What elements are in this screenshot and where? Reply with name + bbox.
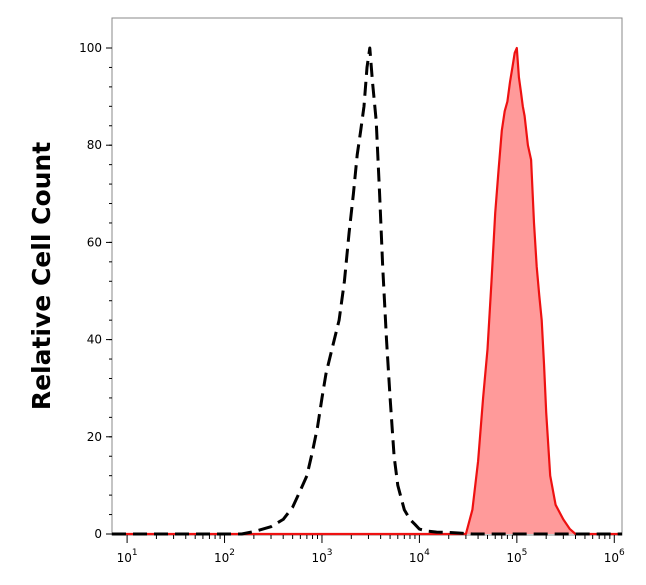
y-tick-label: 60 — [87, 235, 102, 249]
series-2-line — [112, 46, 622, 536]
x-tick-label: 106 — [604, 548, 625, 565]
y-tick-label: 20 — [87, 430, 102, 444]
x-tick-label: 102 — [214, 548, 235, 565]
x-tick-label: 101 — [117, 548, 138, 565]
axes: 101 102 103 104 105 106 0 20 40 60 80 100 — [79, 41, 625, 565]
y-tick-label: 80 — [87, 138, 102, 152]
series-1-line — [112, 46, 622, 536]
series-layer — [112, 46, 622, 536]
x-tick-label: 105 — [506, 548, 527, 565]
x-tick-label: 103 — [311, 548, 332, 565]
series-2-area — [112, 48, 622, 534]
y-tick-label: 100 — [79, 41, 102, 55]
y-axis-label: Relative Cell Count — [27, 142, 56, 410]
x-tick-label: 104 — [409, 548, 430, 565]
y-tick-label: 0 — [94, 527, 102, 541]
y-tick-label: 40 — [87, 333, 102, 347]
